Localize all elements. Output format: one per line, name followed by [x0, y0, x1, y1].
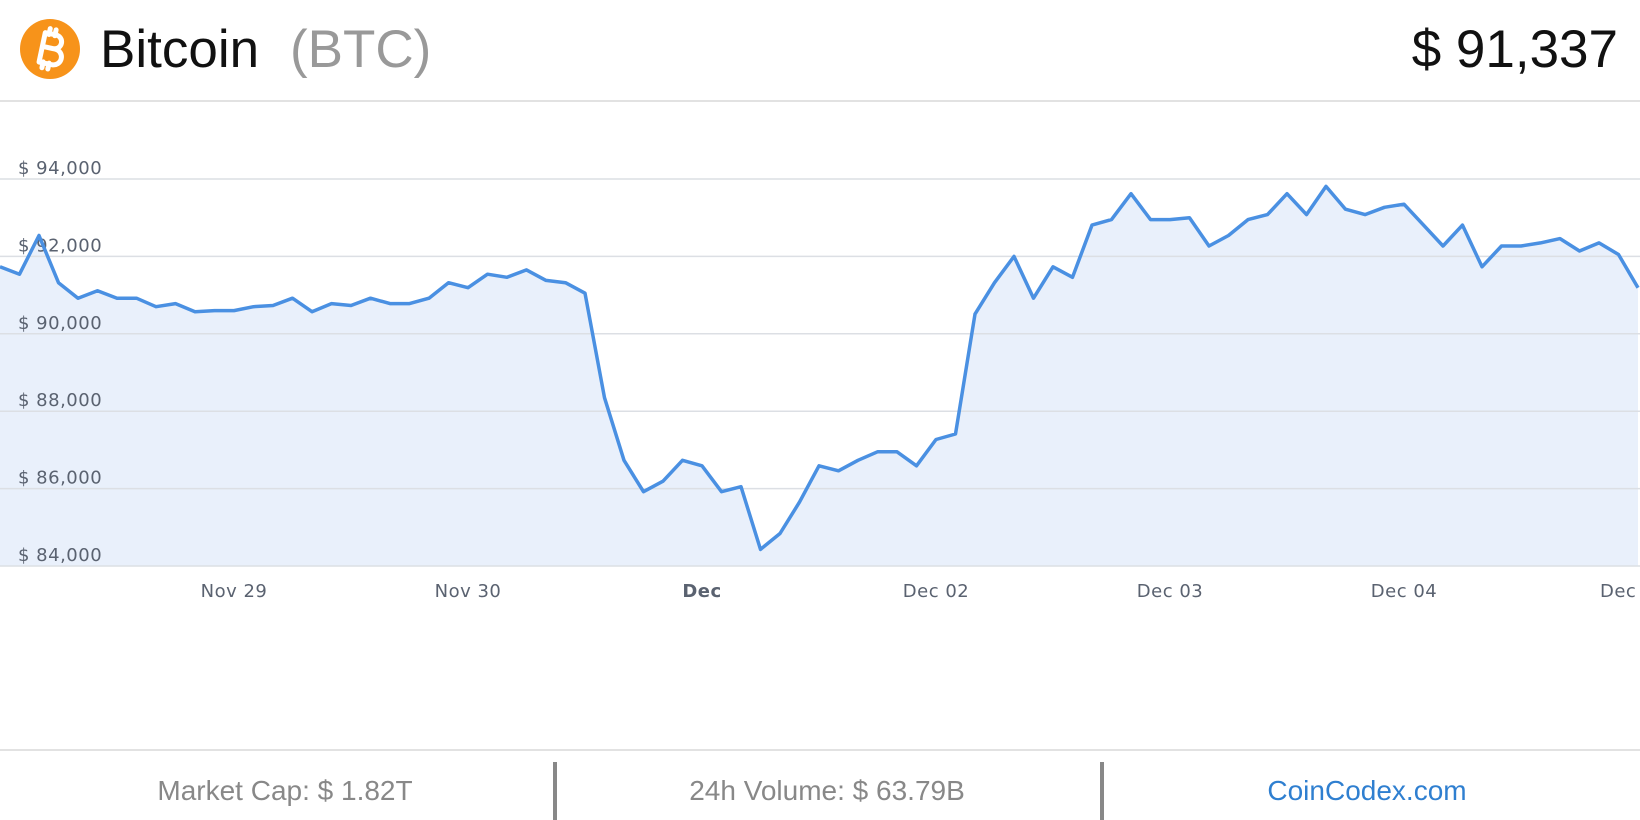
x-tick-label: Dec: [682, 581, 721, 602]
coin-name: Bitcoin: [100, 20, 259, 79]
y-tick-label: $ 92,000: [18, 235, 102, 256]
y-tick-label: $ 86,000: [18, 468, 102, 489]
plot: $ 84,000 $ 86,000 $ 88,000 $ 90,000 $ 92,000…: [0, 158, 1640, 602]
x-tick-label: Dec 04: [1371, 581, 1437, 602]
coin-price: $ 91,337: [1412, 20, 1618, 79]
x-tick-label: Dec 03: [1137, 581, 1203, 602]
y-tick-label: $ 84,000: [18, 545, 102, 566]
coin-symbol: (BTC): [290, 20, 431, 79]
area-fill: [0, 186, 1638, 566]
logo-glyph: [36, 26, 65, 72]
x-tick-label: Dec 02: [903, 581, 969, 602]
x-tick-label: Nov 30: [435, 581, 502, 602]
price-line: [0, 184, 1640, 552]
market-cap: Market Cap: $ 1.82T: [157, 775, 412, 806]
x-tick-label: Dec: [1600, 581, 1636, 602]
y-tick-label: $ 94,000: [18, 158, 102, 179]
site-link[interactable]: CoinCodex.com: [1267, 775, 1466, 806]
y-tick-label: $ 90,000: [18, 313, 102, 334]
y-tick-label: $ 88,000: [18, 390, 102, 411]
x-tick-label: Nov 29: [201, 581, 268, 602]
volume-24h: 24h Volume: $ 63.79B: [689, 775, 965, 806]
bitcoin-logo: [20, 19, 80, 79]
